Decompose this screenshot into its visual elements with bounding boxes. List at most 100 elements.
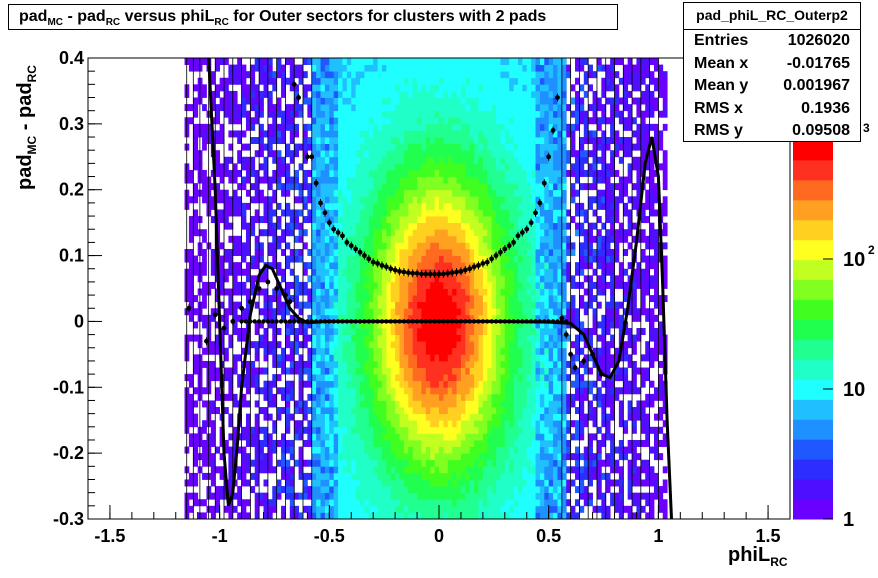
heatmap-cell bbox=[232, 169, 238, 177]
heatmap-cell bbox=[517, 334, 523, 342]
heatmap-cell bbox=[491, 137, 497, 145]
heatmap-cell bbox=[439, 189, 444, 197]
heatmap-cell bbox=[509, 176, 514, 184]
heatmap-cell bbox=[535, 341, 541, 349]
heatmap-cell bbox=[509, 222, 514, 230]
heatmap-cell bbox=[439, 71, 444, 79]
heatmap-cell bbox=[465, 321, 471, 329]
heatmap-cell bbox=[285, 472, 291, 480]
heatmap-cell bbox=[272, 486, 278, 494]
heatmap-cell bbox=[496, 288, 501, 296]
heatmap-cell bbox=[338, 235, 343, 243]
heatmap-cell bbox=[281, 354, 286, 362]
heatmap-cell bbox=[456, 459, 462, 467]
heatmap-cell bbox=[447, 275, 453, 283]
heatmap-cell bbox=[478, 156, 484, 164]
heatmap-cell bbox=[482, 492, 488, 500]
heatmap-cell bbox=[531, 117, 536, 125]
heatmap-cell bbox=[228, 176, 234, 184]
heatmap-cell bbox=[452, 281, 457, 289]
heatmap-cell bbox=[539, 347, 545, 355]
heatmap-cell bbox=[390, 150, 396, 158]
heatmap-cell bbox=[267, 216, 273, 224]
heatmap-cell bbox=[381, 222, 387, 230]
heatmap-cell bbox=[390, 84, 396, 92]
heatmap-cell bbox=[544, 262, 550, 270]
heatmap-cell bbox=[202, 58, 207, 65]
heatmap-cell bbox=[263, 413, 269, 421]
heatmap-cell bbox=[399, 479, 405, 487]
heatmap-cell bbox=[395, 248, 400, 256]
heatmap-cell bbox=[381, 242, 387, 250]
heatmap-cell bbox=[302, 328, 308, 335]
heatmap-cell bbox=[324, 354, 330, 362]
heatmap-cell bbox=[408, 156, 414, 164]
heatmap-cell bbox=[342, 453, 348, 461]
heatmap-cell bbox=[298, 110, 304, 118]
heatmap-cell bbox=[460, 433, 466, 441]
heatmap-cell bbox=[517, 242, 523, 250]
heatmap-cell bbox=[267, 137, 273, 145]
heatmap-cell bbox=[487, 123, 493, 131]
heatmap-cell bbox=[241, 202, 247, 210]
heatmap-cell bbox=[408, 420, 414, 428]
heatmap-cell bbox=[487, 341, 493, 349]
heatmap-cell bbox=[368, 209, 374, 217]
heatmap-cell bbox=[535, 58, 541, 65]
heatmap-cell bbox=[250, 341, 256, 349]
heatmap-cell bbox=[487, 143, 493, 151]
heatmap-cell bbox=[491, 156, 497, 164]
heatmap-cell bbox=[333, 183, 339, 191]
heatmap-cell bbox=[443, 420, 449, 428]
heatmap-cell bbox=[281, 387, 286, 395]
heatmap-cell bbox=[496, 163, 501, 171]
heatmap-cell bbox=[320, 255, 326, 263]
heatmap-cell bbox=[517, 446, 523, 454]
heatmap-cell bbox=[447, 512, 453, 520]
heatmap-cell bbox=[430, 248, 436, 256]
heatmap-cell bbox=[439, 117, 444, 125]
heatmap-cell bbox=[526, 104, 532, 112]
heatmap-cell bbox=[469, 150, 475, 158]
heatmap-cell bbox=[338, 104, 343, 112]
heatmap-cell bbox=[539, 143, 545, 151]
heatmap-cell bbox=[237, 150, 242, 158]
heatmap-cell bbox=[496, 281, 501, 289]
heatmap-cell bbox=[373, 479, 378, 487]
heatmap-cell bbox=[289, 123, 295, 131]
heatmap-cell bbox=[381, 413, 387, 421]
heatmap-cell bbox=[364, 354, 370, 362]
heatmap-cell bbox=[395, 420, 400, 428]
heatmap-cell bbox=[320, 301, 326, 309]
heatmap-cell bbox=[373, 374, 378, 382]
heatmap-cell bbox=[522, 97, 528, 105]
heatmap-cell bbox=[434, 321, 440, 329]
heatmap-cell bbox=[377, 97, 383, 105]
heatmap-cell bbox=[276, 492, 282, 500]
heatmap-cell bbox=[399, 202, 405, 210]
heatmap-cell bbox=[381, 169, 387, 177]
heatmap-cell bbox=[381, 189, 387, 197]
heatmap-cell bbox=[408, 189, 414, 197]
heatmap-cell bbox=[324, 446, 330, 454]
heatmap-cell bbox=[381, 196, 387, 204]
heatmap-cell bbox=[228, 255, 234, 263]
heatmap-cell bbox=[434, 407, 440, 415]
heatmap-cell bbox=[447, 433, 453, 441]
heatmap-cell bbox=[487, 268, 493, 276]
heatmap-cell bbox=[333, 97, 339, 105]
heatmap-cell bbox=[460, 104, 466, 112]
heatmap-cell bbox=[188, 314, 194, 322]
heatmap-cell bbox=[311, 446, 317, 454]
heatmap-cell bbox=[373, 229, 378, 237]
heatmap-cell bbox=[474, 110, 479, 118]
heatmap-cell bbox=[465, 235, 471, 243]
heatmap-cell bbox=[456, 314, 462, 322]
heatmap-cell bbox=[254, 499, 260, 507]
heatmap-cell bbox=[355, 156, 361, 164]
heatmap-cell bbox=[496, 499, 501, 507]
heatmap-cell bbox=[320, 459, 326, 467]
heatmap-cell bbox=[390, 328, 396, 335]
heatmap-cell bbox=[360, 479, 365, 487]
heatmap-cell bbox=[430, 209, 436, 217]
